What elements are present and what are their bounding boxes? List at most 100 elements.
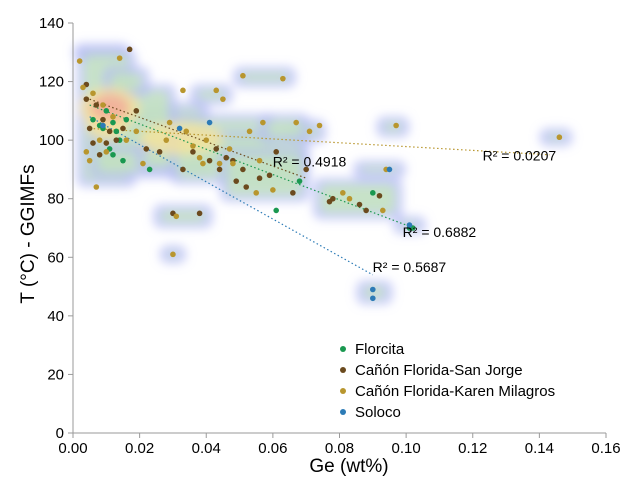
data-point [330,195,336,202]
data-point [223,154,230,161]
y-tick-label: 100 [39,132,64,149]
trendline-r2-label: R² = 0.6882 [403,224,477,240]
data-point [113,137,120,143]
data-point [356,201,363,208]
density-peak [89,94,130,122]
data-point [120,157,126,164]
trendline-r2-label: R² = 0.4918 [273,154,347,170]
x-tick-label: 0.00 [58,440,87,457]
data-point [280,75,286,82]
data-point [246,128,253,135]
data-point [133,108,140,114]
data-point [240,72,246,79]
data-point [240,166,246,173]
data-point [260,119,266,126]
data-point [206,157,213,164]
data-point [206,119,213,126]
data-point [316,122,323,129]
y-tick-label: 80 [47,191,64,208]
data-point [83,96,90,102]
data-point [103,108,110,114]
legend-marker [340,409,346,415]
data-point [293,119,299,126]
density-region-inner [363,286,386,299]
trendline-labels: R² = 0.6882 R² = 0.4918 R² = 0.5687 R² = 0.… [273,148,557,275]
data-point [100,116,106,123]
data-point [116,55,123,61]
legend-label: Florcita [355,341,405,358]
data-point [80,84,86,91]
x-tick-label: 0.06 [258,440,287,457]
data-point [83,149,90,155]
data-point [133,128,140,135]
data-point [143,146,150,152]
data-point [273,207,280,214]
trendlines [89,98,550,276]
legend-marker [340,388,346,394]
data-point [363,207,369,214]
data-point [233,178,240,184]
y-axis-label: T (°C) - GGIMFs [18,164,39,303]
data-point [256,175,263,182]
data-point [296,178,303,184]
data-point [90,90,96,97]
data-point [200,160,206,167]
data-point [180,87,186,94]
data-point [106,128,113,135]
density-region-inner [383,122,403,132]
legend-marker [340,346,346,352]
data-point [113,128,120,135]
data-point [86,125,93,132]
density-region-inner [110,72,143,91]
y-tick-label: 60 [47,249,64,266]
data-point [180,166,186,173]
data-point [386,166,393,173]
data-point [146,166,153,173]
x-tick-label: 0.16 [591,440,620,457]
data-point [96,151,103,158]
data-point [270,187,276,193]
data-point [166,119,173,126]
data-point [256,157,263,164]
x-tick-label: 0.12 [458,440,487,457]
legend-label: Soloco [355,404,401,421]
data-point [163,137,170,143]
density-region-inner [360,166,399,173]
data-point [203,137,210,143]
data-point [86,157,93,164]
data-point [406,222,413,228]
data-point [183,128,190,135]
data-point [126,46,133,53]
data-point [376,192,383,199]
data-point [120,125,126,132]
data-point [243,184,250,190]
x-tick-label: 0.08 [325,440,354,457]
data-point [190,143,196,149]
data-point [90,140,96,146]
data-point [393,122,399,129]
x-tick-label: 0.02 [125,440,154,457]
data-point [230,160,236,167]
y-tick-label: 120 [39,74,64,91]
data-point [290,190,296,196]
trendline-r2-label: R² = 0.0207 [483,148,557,164]
data-point [370,286,376,293]
data-point [170,251,176,258]
data-point [226,146,233,152]
axes: 0.00 0.02 0.04 0.06 0.08 0.10 0.12 0.14 0.16 0 20 4… [39,15,621,457]
x-axis-label: Ge (wt%) [309,456,388,477]
data-point [76,58,83,64]
trendline-r2-label: R² = 0.5687 [373,259,447,275]
data-point [303,166,309,173]
data-point [103,149,110,155]
data-point [156,149,163,155]
data-point [110,113,116,120]
density-region-inner [266,119,303,138]
data-point [190,149,196,155]
density-region-inner [546,134,566,141]
data-point [103,140,110,146]
data-point [253,190,260,196]
trendline [89,127,550,156]
density-region-inner [196,90,226,100]
